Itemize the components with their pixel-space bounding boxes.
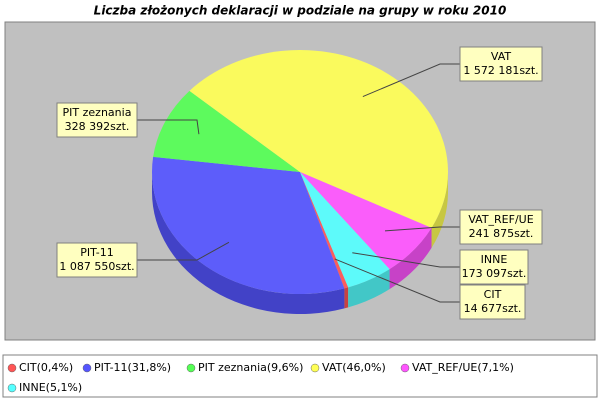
slice-side xyxy=(344,287,349,309)
slice-side xyxy=(152,172,345,314)
label-name: VAT xyxy=(491,50,511,63)
slice xyxy=(153,90,300,172)
label-name: INNE xyxy=(481,253,508,266)
slice-side xyxy=(348,269,390,308)
legend-swatch xyxy=(7,383,17,393)
label-name: PIT-11 xyxy=(80,246,114,259)
slice-side xyxy=(389,227,432,290)
label-name: VAT_REF/UE xyxy=(468,213,533,226)
label-value: 1 572 181szt. xyxy=(463,64,538,77)
label-name: CIT xyxy=(484,288,502,301)
leader-line xyxy=(384,226,460,232)
leader-line xyxy=(137,119,200,135)
label-value: 241 875szt. xyxy=(469,227,534,240)
label-box xyxy=(56,102,138,138)
label-value: 328 392szt. xyxy=(65,120,130,133)
legend-swatch xyxy=(310,363,320,373)
label-name: PIT zeznania xyxy=(63,106,132,119)
legend-label: CIT(0,4%) xyxy=(19,361,73,374)
slice xyxy=(300,172,390,288)
legend-label: PIT zeznania(9,6%) xyxy=(198,361,303,374)
label-box xyxy=(459,209,543,245)
legend-swatch xyxy=(186,363,196,373)
label-value: 14 677szt. xyxy=(464,302,522,315)
chart-title: Liczba złożonych deklaracji w podziale n… xyxy=(94,4,507,18)
pie-tops xyxy=(151,49,449,294)
legend-swatch xyxy=(82,363,92,373)
legend-swatch xyxy=(400,363,410,373)
slice-side xyxy=(431,172,448,248)
slice xyxy=(189,49,449,228)
label-box xyxy=(459,249,529,285)
legend-swatch xyxy=(7,363,17,373)
label-box xyxy=(459,284,526,320)
label-box xyxy=(459,46,543,82)
slice xyxy=(300,172,432,270)
legend-label: INNE(5,1%) xyxy=(19,381,82,394)
leader-line xyxy=(352,252,460,268)
legend-label: VAT(46,0%) xyxy=(322,361,386,374)
label-box xyxy=(56,242,138,278)
legend-label: PIT-11(31,8%) xyxy=(94,361,171,374)
leader-line xyxy=(334,258,460,303)
leader-line xyxy=(137,241,230,261)
pie-sides xyxy=(152,172,448,314)
label-value: 173 097szt. xyxy=(462,267,527,280)
label-value: 1 087 550szt. xyxy=(59,260,134,273)
legend-label: VAT_REF/UE(7,1%) xyxy=(412,361,514,374)
legend-box xyxy=(2,354,598,398)
slice xyxy=(151,156,345,294)
leader-line xyxy=(362,63,460,98)
legend: CIT(0,4%) PIT-11(31,8%) PIT zeznania(9,6%)… xyxy=(7,361,514,394)
